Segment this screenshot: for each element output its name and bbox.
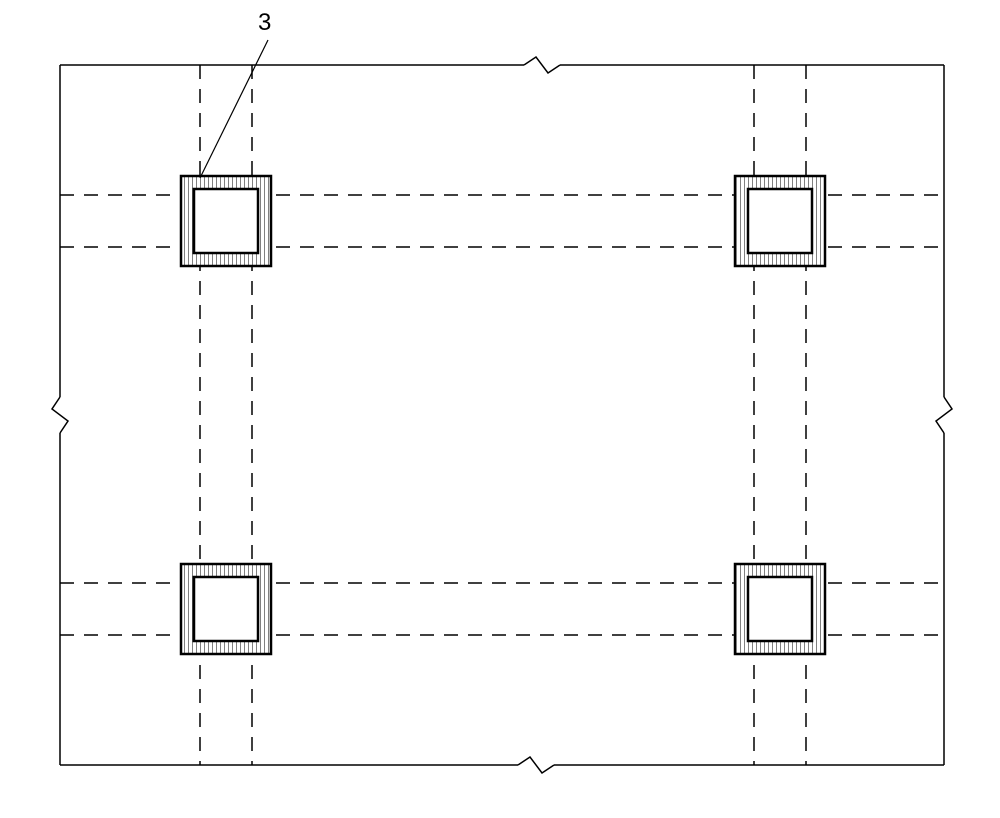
callout-leader (200, 40, 268, 178)
column-node-1 (735, 176, 825, 266)
callout-label: 3 (258, 9, 271, 36)
engineering-diagram: 3 (0, 0, 1000, 818)
break-mark-h-1 (518, 757, 554, 773)
column-node-3 (735, 564, 825, 654)
break-mark-h-0 (524, 57, 560, 73)
break-mark-v-0 (52, 397, 68, 433)
column-node-2 (181, 564, 271, 654)
break-mark-v-1 (936, 397, 952, 433)
column-node-0 (181, 176, 271, 266)
